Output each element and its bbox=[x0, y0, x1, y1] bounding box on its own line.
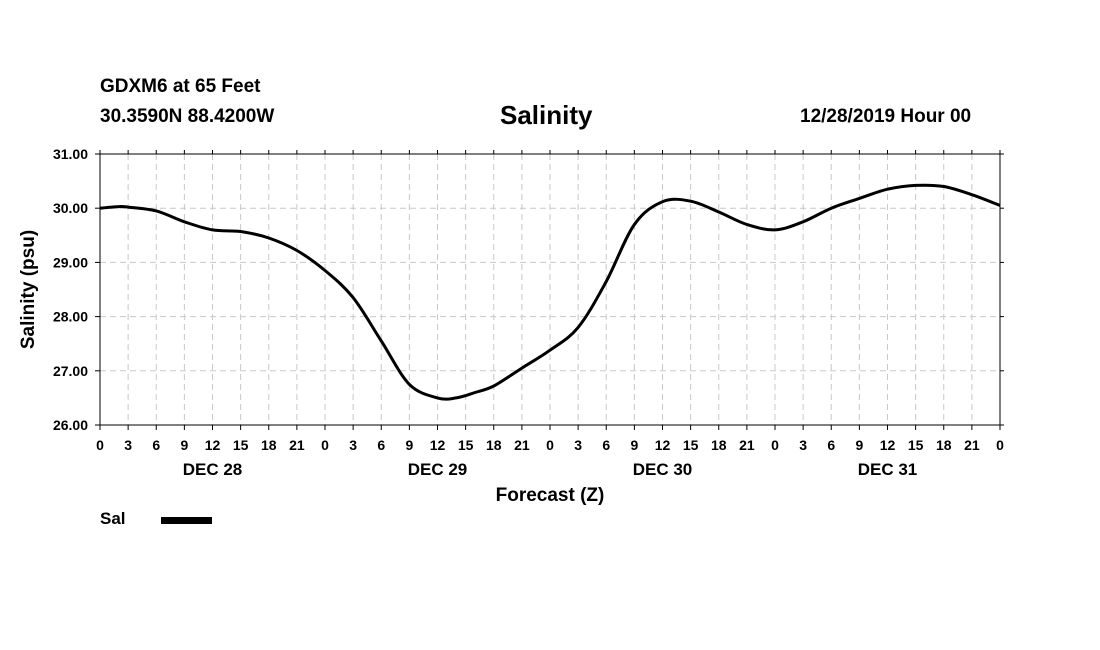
x-tick-label: 6 bbox=[827, 437, 835, 453]
x-tick-label: 21 bbox=[514, 437, 530, 453]
x-tick-label: 6 bbox=[602, 437, 610, 453]
x-tick-label: 18 bbox=[261, 437, 277, 453]
y-tick-label: 26.00 bbox=[53, 417, 88, 433]
x-tick-label: 15 bbox=[683, 437, 699, 453]
x-tick-label: 18 bbox=[486, 437, 502, 453]
chart-grid bbox=[100, 154, 1000, 425]
chart-axes bbox=[95, 150, 1004, 430]
coordinates-label: 30.3590N 88.4200W bbox=[100, 106, 275, 127]
x-tick-label: 6 bbox=[377, 437, 385, 453]
x-tick-label: 12 bbox=[205, 437, 221, 453]
x-tick-label: 9 bbox=[630, 437, 638, 453]
y-tick-label: 30.00 bbox=[53, 200, 88, 216]
legend-swatch bbox=[161, 517, 212, 524]
x-tick-label: 12 bbox=[430, 437, 446, 453]
plot-frame bbox=[99, 153, 1001, 426]
x-tick-label: 3 bbox=[574, 437, 582, 453]
chart-labels: 0 3 6 9 12 15 18 21 0 3 6 9 12 15 18 21 0 3 6 9 12 15 18 21 0 3 6 9… bbox=[18, 146, 1004, 506]
legend-label: Sal bbox=[100, 509, 126, 528]
x-axis-label: Forecast (Z) bbox=[496, 485, 605, 506]
x-tick-label: 15 bbox=[908, 437, 924, 453]
y-tick-label: 27.00 bbox=[53, 363, 88, 379]
y-tick-label: 29.00 bbox=[53, 254, 88, 270]
x-tick-label: 21 bbox=[964, 437, 980, 453]
day-label: DEC 30 bbox=[633, 460, 693, 479]
x-tick-label: 0 bbox=[321, 437, 329, 453]
x-tick-label: 0 bbox=[546, 437, 554, 453]
chart-series bbox=[99, 183, 1001, 401]
x-tick-label: 21 bbox=[289, 437, 305, 453]
x-tick-label: 12 bbox=[880, 437, 896, 453]
x-tick-label: 3 bbox=[349, 437, 357, 453]
x-tick-label: 15 bbox=[233, 437, 249, 453]
x-tick-label: 9 bbox=[855, 437, 863, 453]
x-tick-label: 0 bbox=[996, 437, 1004, 453]
x-tick-label: 15 bbox=[458, 437, 474, 453]
y-tick-label: 28.00 bbox=[53, 309, 88, 325]
x-tick-label: 18 bbox=[711, 437, 727, 453]
series-line-sal bbox=[99, 183, 1001, 401]
day-label: DEC 28 bbox=[183, 460, 243, 479]
chart-title: Salinity bbox=[500, 100, 593, 130]
x-tick-label: 6 bbox=[152, 437, 160, 453]
x-tick-label: 12 bbox=[655, 437, 671, 453]
x-tick-label: 3 bbox=[124, 437, 132, 453]
run-time-label: 12/28/2019 Hour 00 bbox=[800, 106, 972, 127]
x-tick-label: 3 bbox=[799, 437, 807, 453]
x-tick-label: 9 bbox=[405, 437, 413, 453]
x-tick-label: 9 bbox=[180, 437, 188, 453]
x-tick-label: 21 bbox=[739, 437, 755, 453]
y-axis-label: Salinity (psu) bbox=[18, 230, 39, 349]
x-tick-label: 0 bbox=[771, 437, 779, 453]
x-tick-label: 0 bbox=[96, 437, 104, 453]
day-label: DEC 31 bbox=[858, 460, 918, 479]
y-tick-label: 31.00 bbox=[53, 146, 88, 162]
x-tick-label: 18 bbox=[936, 437, 952, 453]
day-label: DEC 29 bbox=[408, 460, 468, 479]
station-label: GDXM6 at 65 Feet bbox=[100, 76, 261, 97]
